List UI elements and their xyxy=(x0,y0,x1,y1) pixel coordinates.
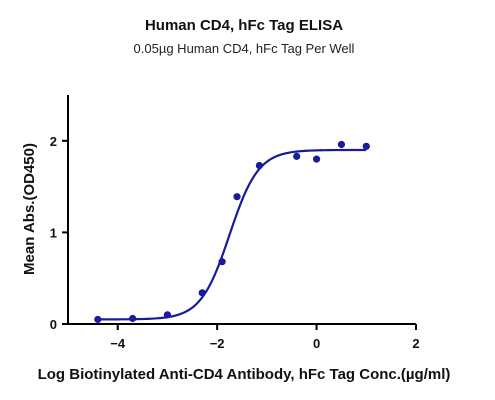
data-point xyxy=(255,161,263,170)
x-tick-label: 0 xyxy=(313,336,320,351)
data-points xyxy=(94,140,370,324)
fit-curve xyxy=(97,148,367,321)
data-point xyxy=(293,152,301,160)
x-tick-label: −2 xyxy=(210,336,225,351)
data-point xyxy=(218,258,226,266)
y-axis-ticks: 0 1 2 xyxy=(50,134,68,332)
y-axis-label: Mean Abs.(OD450) xyxy=(21,143,38,275)
data-point xyxy=(163,311,172,319)
chart-subtitle: 0.05µg Human CD4, hFc Tag Per Well xyxy=(134,41,355,56)
data-point xyxy=(312,155,321,163)
x-tick-label: 2 xyxy=(412,336,419,351)
data-point xyxy=(337,140,346,149)
y-tick-label: 1 xyxy=(50,225,57,240)
data-point xyxy=(233,193,241,201)
data-point xyxy=(94,315,102,324)
y-tick-label: 2 xyxy=(50,134,57,149)
y-tick-label: 0 xyxy=(50,317,57,332)
x-axis-ticks: −4 −2 0 2 xyxy=(110,324,420,351)
x-tick-label: −4 xyxy=(110,336,126,351)
data-point xyxy=(129,314,137,323)
chart-title: Human CD4, hFc Tag ELISA xyxy=(145,17,343,34)
x-axis-label: Log Biotinylated Anti-CD4 Antibody, hFc … xyxy=(38,366,451,383)
data-point xyxy=(198,289,206,297)
data-point xyxy=(362,142,370,150)
